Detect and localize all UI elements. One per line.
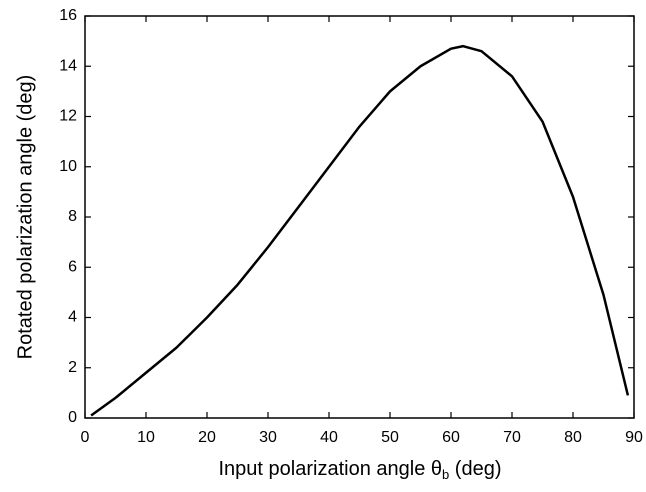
- data-line: [90, 44, 630, 417]
- x-label-main: Input polarization angle θ: [219, 458, 443, 480]
- x-tick-label: 10: [137, 429, 155, 446]
- x-tick-label: 30: [259, 429, 277, 446]
- x-tick-label: 90: [625, 429, 643, 446]
- y-tick-label: 6: [68, 258, 77, 275]
- x-label-subscript: b: [442, 467, 449, 482]
- x-tick-label: 80: [564, 429, 582, 446]
- x-tick-label: 50: [381, 429, 399, 446]
- x-axis-label: Input polarization angle θb (deg): [219, 458, 502, 482]
- y-tick-label: 8: [68, 208, 77, 225]
- x-tick-label: 60: [442, 429, 460, 446]
- x-label-suffix: (deg): [449, 458, 501, 480]
- y-tick-label: 12: [59, 108, 77, 125]
- y-axis-label: Rotated polarization angle (deg): [14, 75, 36, 360]
- y-tick-label: 2: [68, 359, 77, 376]
- x-tick-label: 70: [503, 429, 521, 446]
- plot-frame: [84, 15, 635, 419]
- x-tick-label: 20: [198, 429, 216, 446]
- y-tick-label: 16: [59, 7, 77, 24]
- y-tick-label: 10: [59, 158, 77, 175]
- y-tick-label: 4: [68, 309, 77, 326]
- y-tick-label: 14: [59, 57, 77, 74]
- x-tick-label: 40: [320, 429, 338, 446]
- x-tick-label: 0: [81, 429, 90, 446]
- y-tick-label: 0: [68, 409, 77, 426]
